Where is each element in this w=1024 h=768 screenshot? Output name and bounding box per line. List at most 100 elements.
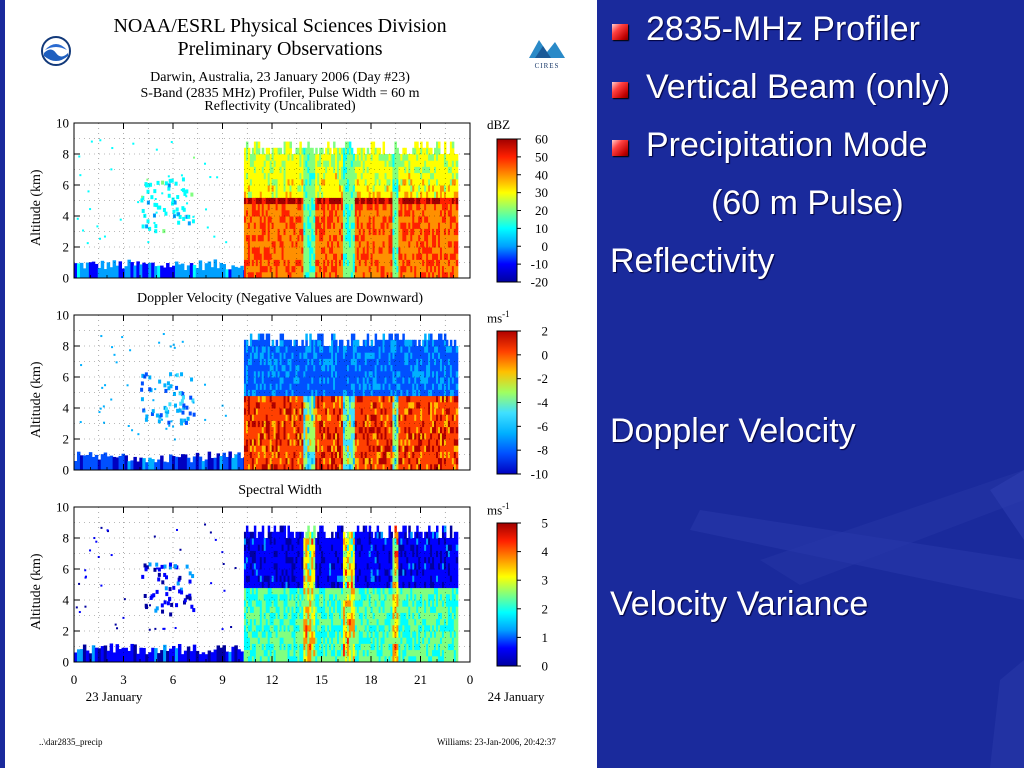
heatmap-cell (297, 352, 300, 359)
heatmap-cell (441, 216, 445, 223)
heatmap-cell (305, 420, 308, 428)
heatmap-cell (287, 240, 290, 248)
heatmap-cell (253, 222, 257, 229)
heatmap-cell (333, 445, 336, 452)
heatmap-cell (289, 240, 292, 248)
heatmap-cell (293, 426, 296, 434)
heatmap-cell (414, 457, 417, 465)
heatmap-cell (191, 219, 195, 224)
heatmap-cell (337, 147, 340, 155)
heatmap-cell (98, 411, 101, 414)
heatmap-cell (253, 247, 257, 254)
heatmap-cell (414, 339, 417, 347)
heatmap-cell (422, 222, 425, 229)
heatmap-cell (455, 346, 459, 353)
heatmap-cell (362, 222, 366, 229)
heatmap-cell (251, 160, 255, 167)
heatmap-cell (418, 222, 421, 229)
heatmap-cell (337, 432, 340, 440)
heatmap-cell (319, 253, 322, 260)
heatmap-cell (283, 364, 287, 372)
heatmap-cell (325, 426, 328, 434)
heatmap-cell (432, 240, 435, 248)
heatmap-cell (384, 370, 388, 378)
heatmap-cell (437, 203, 441, 211)
heatmap-cell (380, 451, 384, 459)
heatmap-cell (190, 192, 194, 197)
heatmap-cell (141, 195, 145, 200)
heatmap-cell (447, 370, 451, 378)
heatmap-cell (453, 439, 457, 446)
heatmap-cell (386, 197, 389, 205)
heatmap-cell (301, 185, 304, 192)
panel1-ytick-label: 8 (63, 147, 70, 162)
heatmap-cell (390, 414, 393, 421)
heatmap-cell (293, 172, 296, 180)
heatmap-cell (356, 358, 360, 366)
heatmap-cell (192, 412, 196, 417)
heatmap-cell (412, 352, 415, 359)
heatmap-cell (453, 445, 457, 452)
heatmap-cell (376, 185, 380, 192)
heatmap-cell (394, 426, 397, 434)
heatmap-cell (257, 377, 261, 384)
heatmap-cell (372, 154, 376, 161)
heatmap-cell (321, 364, 324, 372)
heatmap-cell (420, 141, 423, 149)
heatmap-cell (410, 414, 413, 421)
heatmap-cell (402, 240, 405, 248)
heatmap-cell (386, 247, 389, 254)
heatmap-cell (97, 459, 102, 470)
heatmap-cell (453, 463, 457, 471)
heatmap-cell (430, 222, 433, 229)
heatmap-cell (311, 383, 314, 390)
heatmap-cell (315, 240, 318, 248)
heatmap-cell (243, 339, 247, 347)
heatmap-cell (408, 408, 411, 415)
heatmap-cell (439, 253, 443, 260)
heatmap-cell (362, 259, 366, 267)
heatmap-cell (436, 240, 439, 248)
heatmap-cell (434, 346, 437, 353)
heatmap-cell (265, 203, 269, 211)
heatmap-cell (86, 242, 89, 245)
heatmap-cell (404, 439, 407, 446)
heatmap-cell (447, 352, 451, 359)
heatmap-cell (90, 140, 93, 143)
heatmap-cell (143, 374, 147, 379)
heatmap-cell (348, 160, 352, 167)
heatmap-cell (420, 401, 423, 409)
heatmap-cell (410, 172, 413, 180)
heatmap-cell (309, 197, 312, 205)
heatmap-cell (257, 383, 261, 390)
heatmap-cell (261, 178, 265, 186)
heatmap-cell (412, 414, 415, 421)
heatmap-cell (301, 439, 304, 446)
heatmap-cell (437, 408, 441, 415)
heatmap-cell (439, 265, 443, 273)
heatmap-cell (432, 253, 435, 260)
heatmap-cell (338, 166, 342, 174)
heatmap-cell (451, 420, 455, 428)
figure-header-line2: Preliminary Observations (177, 38, 383, 60)
heatmap-cell (370, 228, 374, 236)
heatmap-cell (376, 383, 380, 390)
heatmap-cell (352, 209, 356, 217)
heatmap-cell (275, 253, 279, 260)
heatmap-cell (390, 377, 393, 384)
heatmap-cell (281, 178, 285, 186)
heatmap-cell (414, 265, 417, 273)
heatmap-cell (352, 172, 356, 180)
heatmap-cell (255, 383, 259, 390)
heatmap-cell (317, 426, 320, 434)
heatmap-cell (412, 377, 415, 384)
heatmap-cell (380, 383, 384, 390)
heatmap-cell (436, 414, 439, 421)
heatmap-cell (404, 358, 407, 366)
heatmap-cell (430, 389, 433, 397)
heatmap-cell (455, 414, 459, 421)
heatmap-cell (297, 389, 300, 397)
heatmap-cell (434, 197, 437, 205)
heatmap-cell (265, 370, 269, 378)
heatmap-cell (376, 178, 380, 186)
